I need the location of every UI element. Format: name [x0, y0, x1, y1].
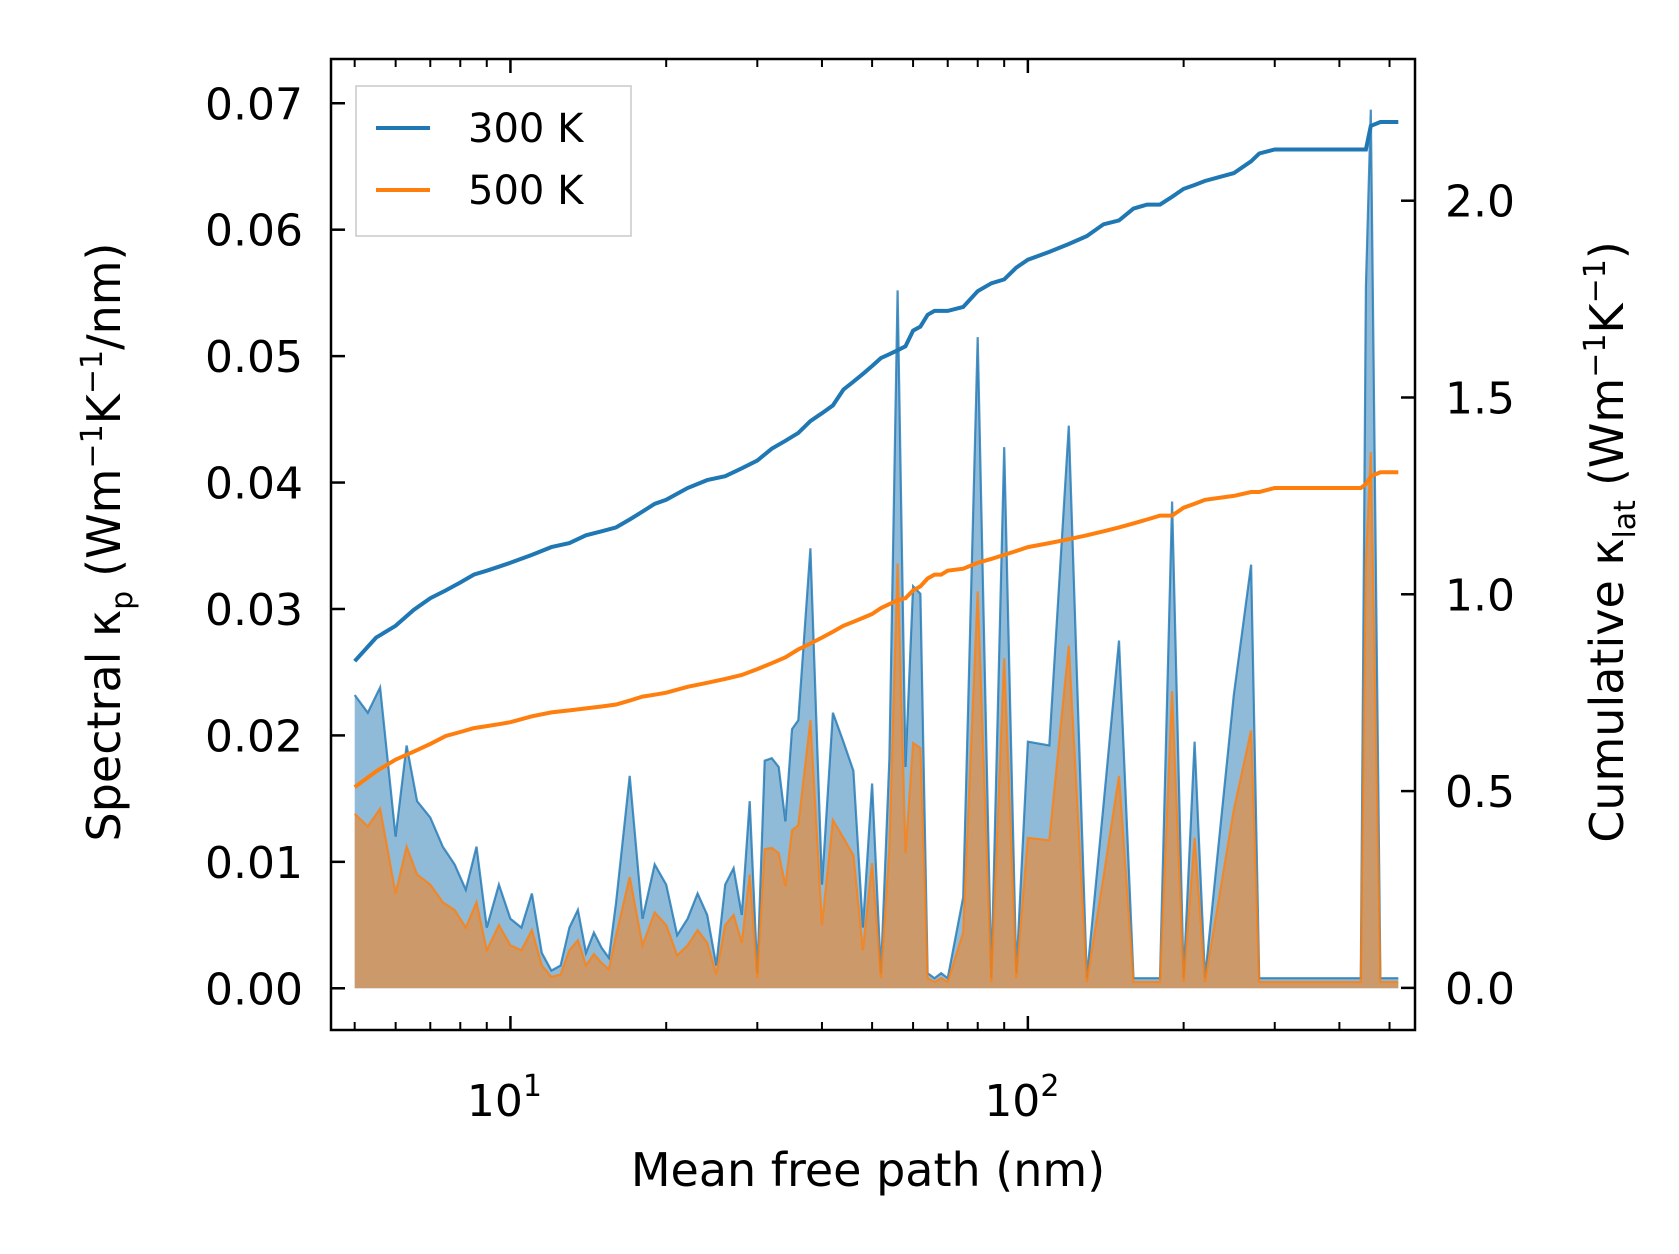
plot-area [353, 109, 1399, 989]
y-right-tick-label: 1.0 [1445, 570, 1515, 621]
y-right-label-unit-mid: K [1580, 302, 1634, 334]
y-left-tick-label: 0.02 [205, 711, 303, 762]
y-right-label-unit-pre: (Wm [1580, 378, 1634, 486]
y-left-tick-label: 0.06 [205, 206, 303, 257]
legend-label-300k: 300 K [468, 106, 585, 152]
y-left-tick-label: 0.01 [205, 838, 303, 889]
legend-box [355, 85, 632, 237]
y-left-tick-label: 0.03 [205, 585, 303, 636]
y-left-tick-label: 0.00 [205, 964, 303, 1015]
y-axis-label-right: Cumulative κlat(Wm−1K−1) [1578, 241, 1643, 843]
y-left-label-unit-post: /nm) [77, 243, 131, 350]
y-right-tick-label: 0.5 [1445, 767, 1515, 818]
spectral-line-1 [353, 452, 1399, 984]
spectral-fill-0 [354, 109, 1399, 989]
y-left-tick-label: 0.04 [205, 459, 303, 510]
cumulative-line-0 [353, 120, 1399, 663]
y-right-label-sub: lat [1608, 500, 1643, 539]
y-left-label-unit-pre: (Wm [77, 469, 131, 577]
y-axis-label-left: Spectral κp(Wm−1K−1/nm) [75, 243, 140, 842]
legend-label-500k: 500 K [468, 168, 585, 214]
y-right-tick-label: 2.0 [1445, 177, 1515, 228]
spectral-fill-1 [354, 452, 1399, 989]
x-tick-label: 101 [467, 1069, 542, 1127]
y-left-label-unit-exp1: −1 [75, 424, 110, 468]
cumulative-line-1 [353, 470, 1399, 789]
x-tick-label: 102 [984, 1069, 1059, 1127]
y-right-label-unit-exp2: −1 [1578, 259, 1613, 303]
x-axis-label: Mean free path (nm) [631, 1143, 1105, 1197]
y-right-label-unit-post: ) [1580, 241, 1634, 259]
y-left-tick-label: 0.07 [205, 79, 303, 130]
y-right-tick-label: 0.0 [1445, 964, 1515, 1015]
y-left-label-main: Spectral κ [77, 610, 131, 842]
y-right-label-main: Cumulative κ [1580, 539, 1634, 843]
y-left-tick-label: 0.05 [205, 332, 303, 383]
legend: 300 K 500 K [355, 85, 632, 237]
spectral-line-0 [353, 109, 1399, 981]
y-left-label-unit-exp2: −1 [75, 350, 110, 394]
y-right-label-unit-exp1: −1 [1578, 334, 1613, 378]
y-left-label-unit-mid: K [77, 392, 131, 424]
axes: 0.00 0.01 0.02 0.03 0.04 0.05 0.06 0.07 0.0 0.5 1.… [205, 57, 1515, 1127]
y-right-tick-label: 1.5 [1445, 373, 1515, 424]
y-left-label-sub: p [105, 591, 140, 610]
